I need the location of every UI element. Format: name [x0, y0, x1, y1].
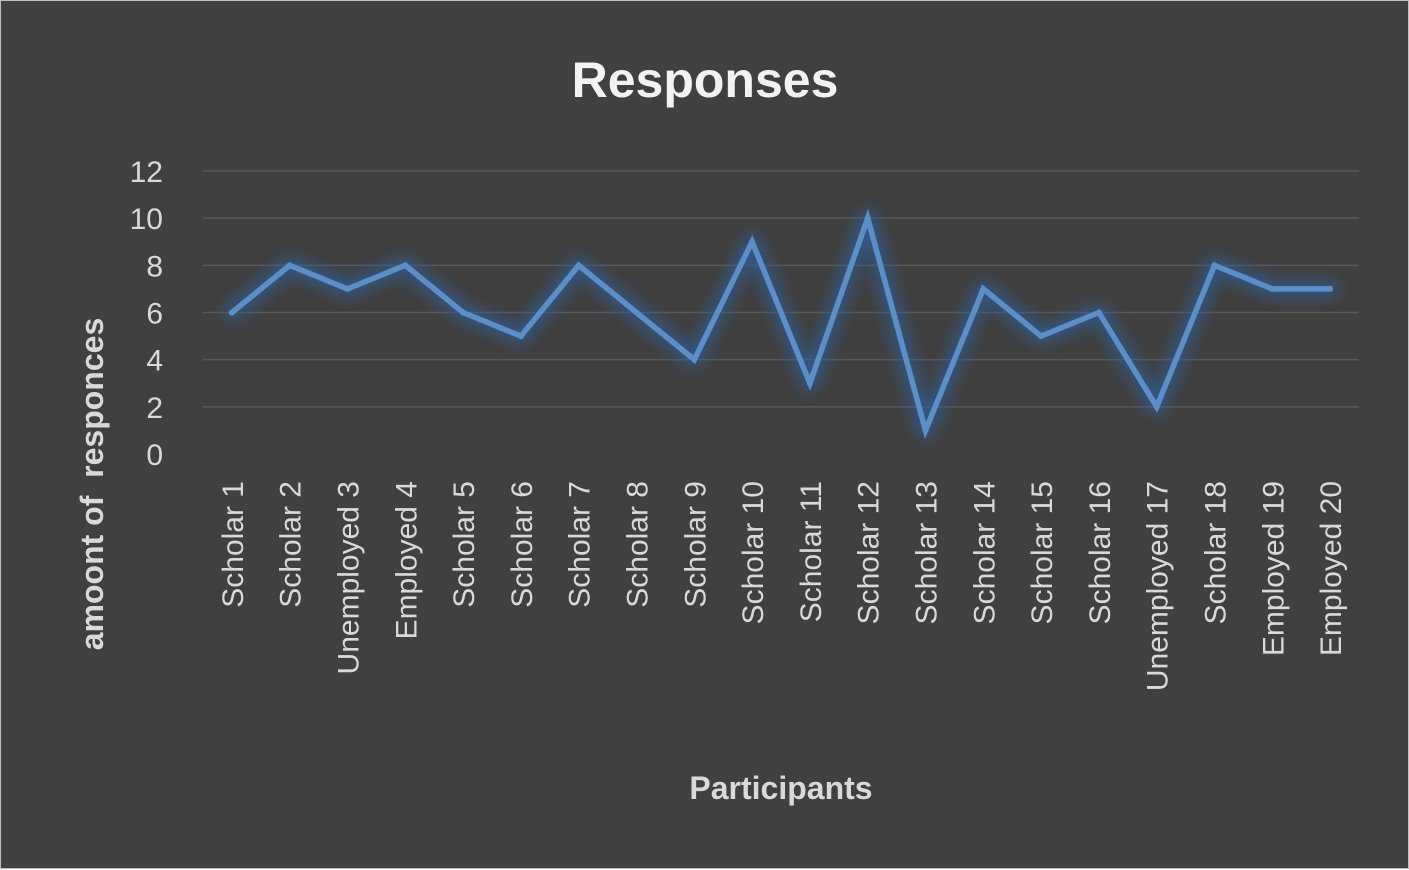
data-point: [344, 285, 351, 292]
data-point: [864, 215, 871, 222]
x-tick-label: Scholar 6: [506, 481, 539, 608]
x-tick-label: Scholar 18: [1200, 481, 1233, 624]
y-tick-label: 4: [146, 345, 163, 378]
data-point: [402, 262, 409, 269]
series-line: [229, 208, 1333, 439]
x-tick-label: Scholar 14: [968, 481, 1001, 624]
data-point: [806, 380, 813, 387]
x-tick-label: Scholar 10: [737, 481, 770, 624]
x-tick-label: Unemployed 17: [1142, 481, 1175, 691]
x-tick-label: Employed 20: [1315, 481, 1348, 656]
data-point: [460, 309, 467, 316]
x-tick-label: Scholar 16: [1084, 481, 1117, 624]
x-axis-title: Participants: [689, 770, 872, 806]
x-tick-label: Scholar 1: [217, 481, 250, 608]
x-tick-label: Scholar 9: [679, 481, 712, 608]
y-tick-label: 8: [146, 250, 163, 283]
data-point: [1153, 403, 1160, 410]
x-tick-label: Employed 4: [390, 481, 423, 639]
data-point: [749, 238, 756, 245]
x-tick-label: Scholar 7: [564, 481, 597, 608]
data-point: [922, 427, 929, 434]
y-tick-label: 12: [130, 156, 163, 189]
x-tick-label: Scholar 5: [448, 481, 481, 608]
series-line-glow: [223, 210, 1339, 439]
data-point: [1327, 285, 1334, 292]
data-point: [980, 285, 987, 292]
y-axis-ticks: 0 2 4 6 8 10 12: [130, 156, 163, 472]
y-tick-label: 10: [130, 203, 163, 236]
data-point: [691, 356, 698, 363]
data-point: [633, 309, 640, 316]
data-point: [1269, 285, 1276, 292]
chart-title: Responses: [572, 52, 839, 108]
x-tick-label: Scholar 8: [622, 481, 655, 608]
x-axis-ticks: Scholar 1 Scholar 2 Unemployed 3 Employed 4…: [217, 481, 1348, 691]
data-point: [575, 262, 582, 269]
data-point: [286, 262, 293, 269]
x-tick-label: Unemployed 3: [333, 481, 366, 674]
y-tick-label: 6: [146, 298, 163, 331]
x-tick-label: Scholar 15: [1026, 481, 1059, 624]
data-point: [228, 309, 235, 316]
y-axis-title: amoont of responces: [74, 318, 110, 651]
y-tick-label: 0: [146, 439, 163, 472]
x-tick-label: Scholar 11: [795, 481, 828, 622]
gridlines: [203, 170, 1359, 408]
data-point: [1211, 262, 1218, 269]
x-tick-label: Scholar 13: [911, 481, 944, 624]
x-tick-label: Employed 19: [1257, 481, 1290, 656]
x-tick-label: Scholar 2: [275, 481, 308, 608]
data-point: [517, 333, 524, 340]
x-tick-label: Scholar 12: [853, 481, 886, 624]
data-series: [223, 208, 1339, 439]
y-tick-label: 2: [146, 392, 163, 425]
data-point: [1038, 333, 1045, 340]
data-point: [1095, 309, 1102, 316]
